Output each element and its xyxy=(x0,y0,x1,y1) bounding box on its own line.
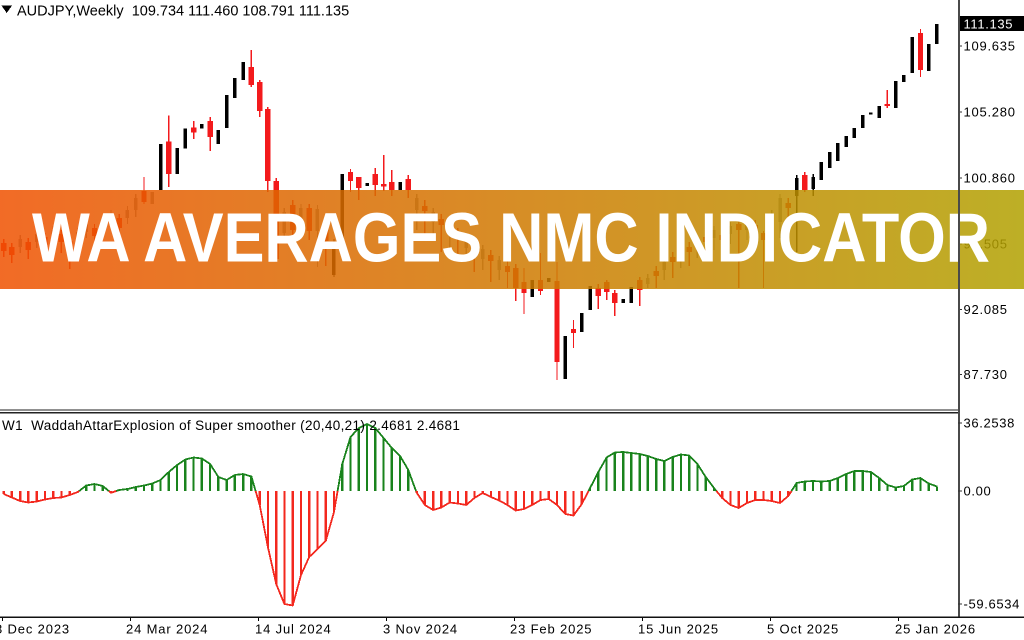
svg-text:111.135: 111.135 xyxy=(964,16,1014,31)
svg-text:87.730: 87.730 xyxy=(964,367,1008,382)
svg-text:0.00: 0.00 xyxy=(964,484,992,499)
svg-text:14 Jul 2024: 14 Jul 2024 xyxy=(255,622,332,637)
svg-text:3 Nov 2024: 3 Nov 2024 xyxy=(383,622,458,637)
svg-text:W1 WaddahAttarExplosion of Su: W1 WaddahAttarExplosion of Super smoothe… xyxy=(2,418,460,433)
svg-text:3 Dec 2023: 3 Dec 2023 xyxy=(0,622,70,637)
svg-text:100.860: 100.860 xyxy=(964,171,1016,186)
svg-text:109.635: 109.635 xyxy=(964,39,1016,54)
svg-text:36.2538: 36.2538 xyxy=(964,416,1016,431)
svg-text:15 Jun 2025: 15 Jun 2025 xyxy=(638,622,719,637)
svg-text:105.280: 105.280 xyxy=(964,105,1016,120)
svg-text:23 Feb 2025: 23 Feb 2025 xyxy=(510,622,592,637)
svg-text:25 Jan 2026: 25 Jan 2026 xyxy=(895,622,976,637)
svg-text:-59.6534: -59.6534 xyxy=(964,597,1021,612)
svg-text:24 Mar 2024: 24 Mar 2024 xyxy=(126,622,208,637)
svg-text:5 Oct 2025: 5 Oct 2025 xyxy=(767,622,839,637)
svg-text:AUDJPY,Weekly 109.734 111.460: AUDJPY,Weekly 109.734 111.460 108.791 11… xyxy=(17,4,349,20)
svg-text:WA AVERAGES NMC INDICATOR: WA AVERAGES NMC INDICATOR xyxy=(32,199,990,277)
svg-text:92.085: 92.085 xyxy=(964,302,1008,317)
